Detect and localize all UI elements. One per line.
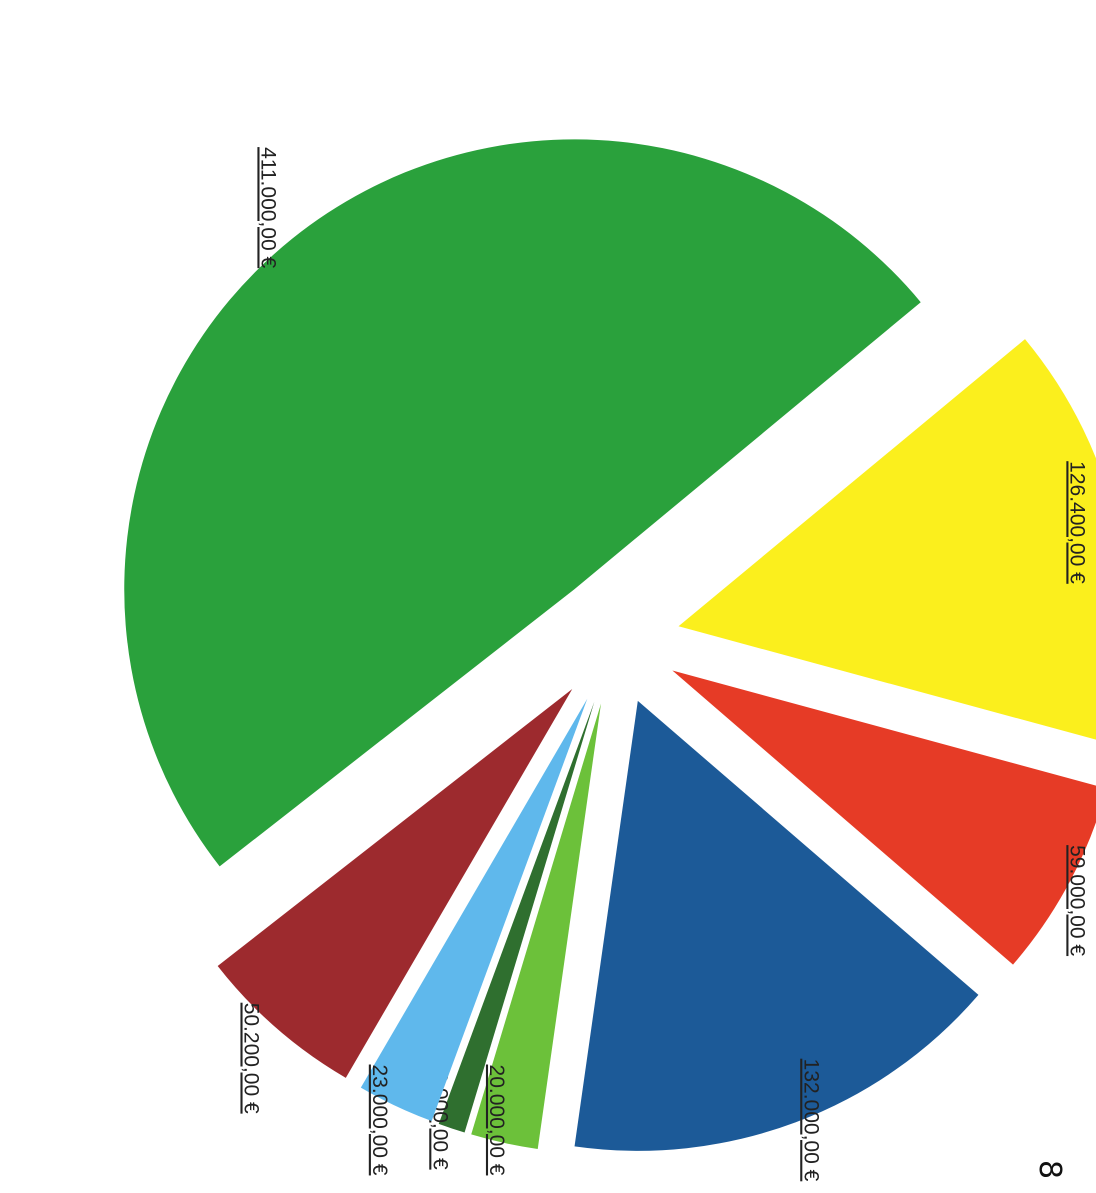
slice-label-8: 50.200,00 €	[240, 1003, 263, 1114]
page-number: 8	[1032, 1159, 1068, 1180]
slice-label-5: 20.000,00 €	[485, 1065, 508, 1176]
pie-slice-6	[438, 701, 595, 1133]
slice-label-4: 132.000,00 €	[799, 1059, 822, 1182]
pie-slice-2	[678, 339, 1096, 740]
pie-slice-3	[672, 670, 1096, 965]
pie-slice-4	[574, 700, 979, 1151]
slice-label-1: 411.000,00 €	[257, 147, 280, 268]
pie-slice-1	[124, 139, 921, 867]
pie-slice-5	[471, 703, 602, 1150]
slice-label-7: 23.000,00 €	[368, 1065, 391, 1176]
slice-label-2: 126.400,00 €	[1065, 461, 1088, 584]
slice-label-3: 59.000,00 €	[1065, 845, 1088, 956]
pie-slice-7	[360, 698, 588, 1122]
pie-slice-8	[217, 688, 573, 1078]
